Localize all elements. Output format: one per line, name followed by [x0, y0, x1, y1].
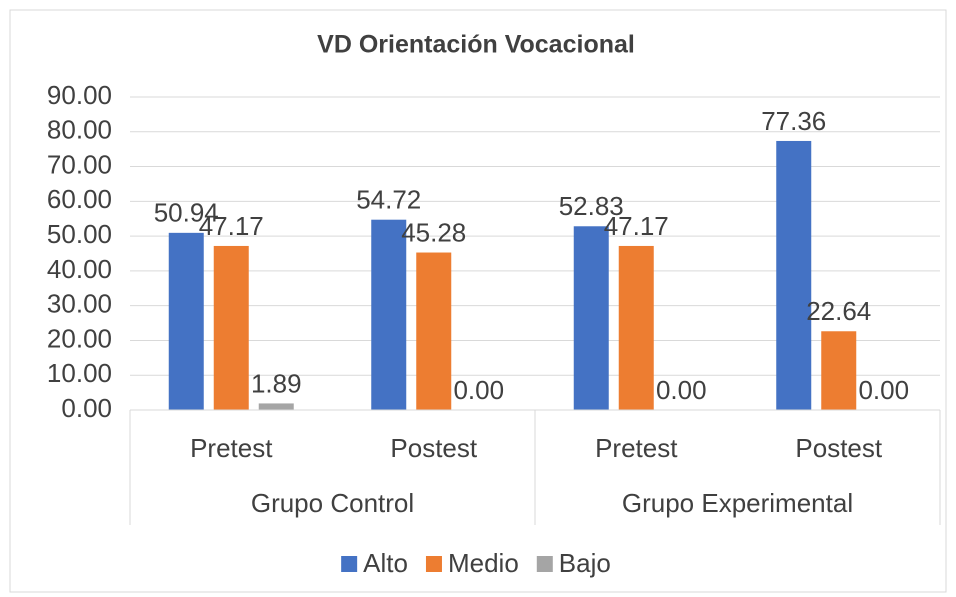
- bar: [213, 245, 249, 410]
- y-tick-label: 70.00: [47, 149, 112, 179]
- data-label: 0.00: [656, 375, 707, 405]
- legend-swatch: [341, 556, 358, 572]
- y-tick-label: 20.00: [47, 323, 112, 353]
- bar: [258, 403, 294, 410]
- legend-swatch: [425, 556, 442, 572]
- legend-label: Alto: [363, 548, 408, 578]
- data-label: 0.00: [453, 375, 504, 405]
- bar: [821, 331, 857, 410]
- x-tick-label: Postest: [795, 433, 882, 463]
- data-label: 54.72: [356, 185, 421, 215]
- data-label: 45.28: [401, 217, 466, 247]
- legend-swatch: [536, 556, 553, 572]
- data-label: 50.94: [154, 198, 219, 228]
- y-tick-label: 60.00: [47, 184, 112, 214]
- bar: [618, 245, 654, 410]
- legend-label: Bajo: [559, 548, 611, 578]
- y-tick-label: 10.00: [47, 358, 112, 388]
- group-label: Grupo Control: [251, 488, 414, 518]
- chart-title: VD Orientación Vocacional: [317, 31, 635, 59]
- x-tick-label: Postest: [390, 433, 477, 463]
- data-label: 52.83: [559, 191, 624, 221]
- data-label: 22.64: [806, 296, 871, 326]
- y-tick-label: 50.00: [47, 219, 112, 249]
- bar: [371, 219, 407, 410]
- y-tick-label: 30.00: [47, 289, 112, 319]
- bar: [776, 140, 812, 410]
- data-label: 0.00: [858, 375, 909, 405]
- data-label: 77.36: [761, 106, 826, 136]
- y-tick-label: 0.00: [61, 393, 112, 423]
- y-tick-label: 80.00: [47, 115, 112, 145]
- bar: [416, 252, 452, 410]
- data-label: 47.17: [604, 211, 669, 241]
- x-tick-label: Pretest: [190, 433, 273, 463]
- data-label: 47.17: [199, 211, 264, 241]
- y-tick-label: 40.00: [47, 254, 112, 284]
- bar: [573, 226, 609, 410]
- y-tick-label: 90.00: [47, 80, 112, 110]
- x-tick-label: Pretest: [595, 433, 678, 463]
- legend-label: Medio: [448, 548, 519, 578]
- group-label: Grupo Experimental: [622, 488, 853, 518]
- bar: [168, 232, 204, 410]
- data-label: 1.89: [251, 368, 302, 398]
